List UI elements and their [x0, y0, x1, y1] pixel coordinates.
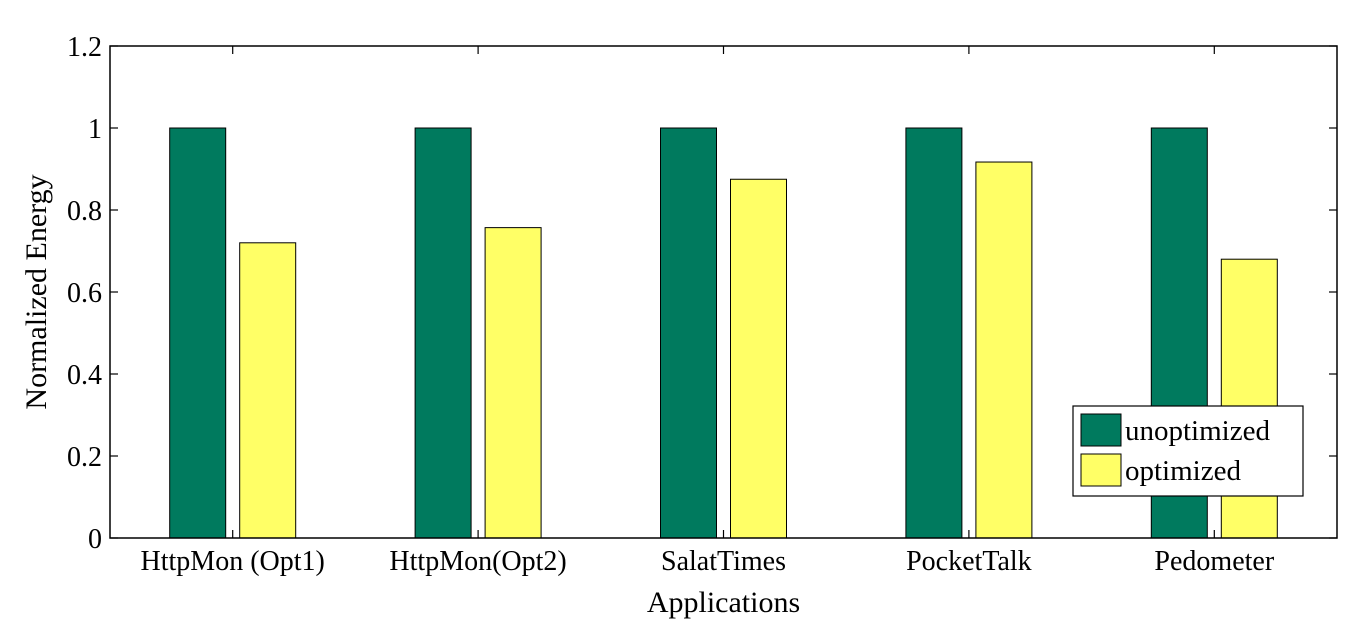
bar-optimized-2	[730, 178, 787, 539]
legend-label-optimized: optimized	[1125, 455, 1241, 487]
y-tick-label: 0	[88, 524, 102, 555]
legend-label-unoptimized: unoptimized	[1125, 415, 1270, 447]
bar-unoptimized-0	[169, 127, 227, 539]
bars-layer	[169, 127, 1278, 539]
bar-optimized-1	[484, 227, 542, 539]
x-axis-label: Applications	[647, 586, 800, 619]
bar-optimized-0	[239, 242, 297, 539]
y-axis-label: Normalized Energy	[20, 174, 53, 409]
y-tick-label: 1.2	[67, 32, 102, 63]
ticks-layer	[110, 45, 1337, 539]
y-tick-label: 0.4	[67, 360, 102, 391]
legend-swatch-optimized	[1080, 453, 1122, 487]
bar-unoptimized-2	[660, 127, 717, 539]
legend: unoptimized optimized	[1072, 405, 1304, 497]
y-tick-label: 0.8	[67, 196, 102, 227]
bar-unoptimized-1	[414, 127, 472, 539]
y-tick-label: 0.6	[67, 278, 102, 309]
x-tick-label: HttpMon(Opt2)	[389, 546, 566, 577]
y-tick-label: 0.2	[67, 442, 102, 473]
x-tick-label: PocketTalk	[906, 546, 1032, 577]
x-tick-label: Pedometer	[1154, 546, 1274, 577]
y-tick-label: 1	[88, 114, 102, 145]
bar-unoptimized-3	[905, 127, 963, 539]
x-tick-label: SalatTimes	[661, 546, 786, 577]
bar-optimized-3	[975, 161, 1033, 539]
tick-labels-layer: HttpMon (Opt1) HttpMon(Opt2) SalatTimes Poc…	[67, 32, 1275, 577]
x-tick-label: HttpMon (Opt1)	[141, 546, 325, 577]
legend-swatch-unoptimized	[1080, 413, 1122, 447]
